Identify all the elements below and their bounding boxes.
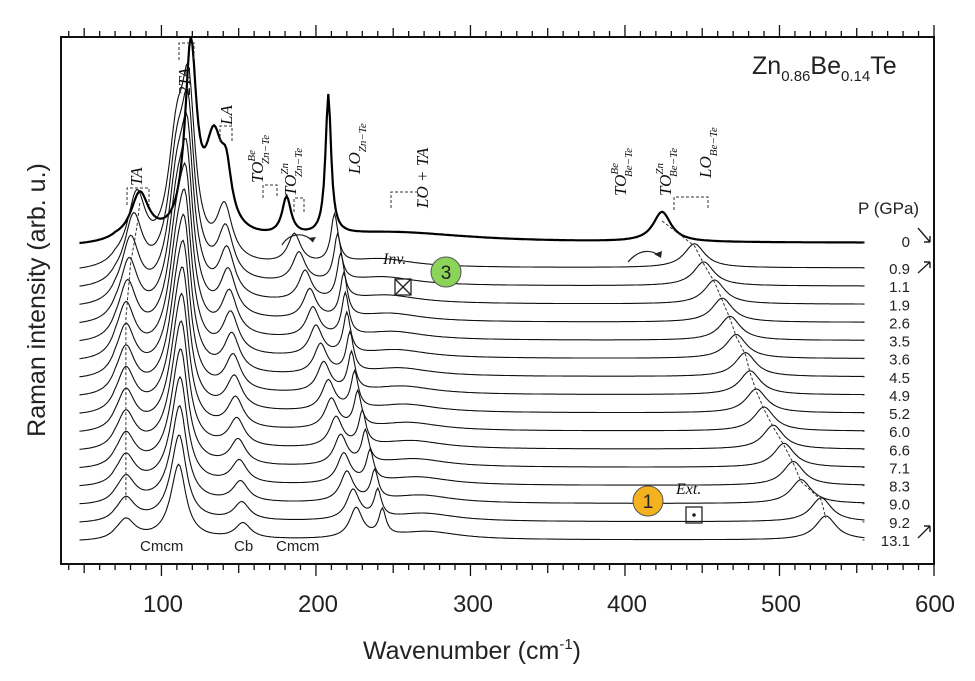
mode-label-lo-bete: LOBe−Te [696, 127, 720, 179]
mode-label-la: LA [217, 105, 236, 126]
pressure-arrow-down [917, 227, 931, 243]
plot-frame [60, 36, 935, 565]
pressure-label: 5.2 [889, 406, 910, 423]
spectrum-line [79, 434, 865, 523]
arrow-head-low [308, 237, 316, 242]
phase-label-cmcm-1: Cmcm [140, 538, 183, 555]
label-bracket [262, 184, 278, 198]
mode-label-lo-znte: LOZn−Te [345, 123, 369, 175]
pressure-label: 3.5 [889, 334, 910, 351]
spectrum-line [79, 375, 865, 487]
mode-label-2ta: 2TA [175, 67, 194, 95]
dotted-box-icon [685, 506, 703, 524]
mode-label-to-zn-bete: TOZn Be−Te [654, 148, 680, 196]
pressure-label: 7.1 [889, 460, 910, 477]
pressure-label: 0.9 [889, 261, 910, 278]
pressure-label: 1.1 [889, 279, 910, 296]
pressure-label: 9.0 [889, 497, 910, 514]
crossed-box-icon [394, 278, 412, 296]
x-tick-label: 400 [607, 591, 647, 618]
mode-guide-lines [125, 42, 827, 519]
chart-title: Zn0.86Be0.14Te [752, 52, 897, 85]
pressure-label: 0 [902, 234, 910, 251]
mode-label-lo-ta: LO + TA [413, 147, 432, 209]
pressure-label: 9.2 [889, 515, 910, 532]
pressure-label: 13.1 [881, 533, 910, 550]
x-axis-label: Wavenumber (cm-1) [363, 636, 581, 665]
circle-1-label: 1 [643, 492, 654, 513]
spectrum-line [79, 348, 865, 469]
spectrum-line [79, 320, 865, 450]
phase-label-cmcm-2: Cmcm [276, 538, 319, 555]
pressure-label: 8.3 [889, 479, 910, 496]
axis-ticks [68, 25, 935, 576]
spectrum-line [79, 36, 865, 245]
x-tick-label: 200 [298, 591, 338, 618]
spectrum-line [79, 111, 865, 305]
circle-3-label: 3 [441, 263, 452, 284]
spectrum-line [79, 292, 865, 432]
pressure-label: 6.0 [889, 424, 910, 441]
x-tick-label: 600 [915, 591, 955, 618]
ext-label: Ext. [675, 481, 701, 498]
x-tick-label: 500 [761, 591, 801, 618]
pressure-label: 1.9 [889, 297, 910, 314]
spectrum-line [79, 188, 865, 360]
pressure-label: 3.6 [889, 352, 910, 369]
spectrum-line [79, 404, 865, 505]
spectrum-line [79, 239, 865, 396]
x-tick-labels: 100 200 300 400 500 600 [143, 591, 955, 618]
pressure-label: 2.6 [889, 315, 910, 332]
label-bracket [126, 187, 150, 205]
pressure-arrow-up-1 [917, 261, 931, 274]
label-bracket [673, 196, 709, 210]
mode-label-to-zn-znte: TOZn Zn−Te [279, 148, 305, 196]
mode-label-to-be-bete: TOBe Be−Te [609, 148, 635, 196]
circle-1-badge [632, 485, 664, 517]
x-tick-label: 100 [143, 591, 183, 618]
pressure-labels: 0 0.91.11.92.6 3.53.64.54.95.26.06.67.1 8.3… [881, 234, 910, 550]
mode-labels: TA 2TA LA TOBe Zn−Te TOZn Zn−Te LOZn−Te LO… [127, 67, 720, 209]
pressure-header: P (GPa) [858, 199, 919, 218]
y-axis-label: Raman intensity (arb. u.) [23, 163, 51, 437]
spectrum-line [79, 463, 865, 541]
phase-label-cb: Cb [234, 538, 253, 555]
spectrum-line [79, 213, 865, 378]
pressure-label: 6.6 [889, 442, 910, 459]
label-bracket [178, 42, 195, 60]
spectrum-line [79, 266, 865, 414]
pressure-arrow-up-2 [917, 525, 931, 539]
label-bracket [390, 191, 419, 208]
x-tick-label: 300 [453, 591, 493, 618]
pressure-label: 4.9 [889, 388, 910, 405]
peak-guide [125, 202, 141, 500]
circle-3-badge [430, 256, 462, 288]
spectrum-line [79, 161, 865, 342]
mode-label-ta: TA [127, 167, 146, 186]
label-bracket [219, 125, 233, 142]
peak-guide [661, 220, 827, 519]
pressure-label: 4.5 [889, 370, 910, 387]
spectra-series [79, 36, 865, 541]
spectrum-line [79, 61, 865, 269]
mode-label-to-be-znte: TOBe Zn−Te [246, 135, 272, 183]
curved-arrow-high [627, 250, 661, 263]
spectrum-line [79, 138, 865, 323]
spectrum-line [79, 87, 865, 287]
label-bracket [293, 197, 305, 212]
inv-label: Inv. [382, 251, 406, 268]
arrow-head-high [654, 251, 662, 258]
